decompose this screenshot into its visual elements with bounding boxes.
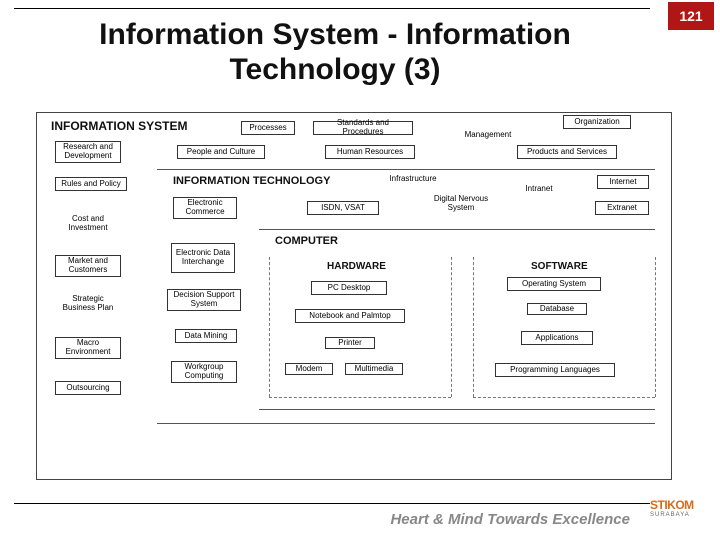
vdash-hw-left [269,257,270,397]
heading-is: INFORMATION SYSTEM [51,119,187,133]
box-printer: Printer [325,337,375,349]
box-notebook: Notebook and Palmtop [295,309,405,323]
label-intranet: Intranet [509,183,569,195]
box-db: Database [527,303,587,315]
box-apps: Applications [521,331,593,345]
box-outsourcing: Outsourcing [55,381,121,395]
label-cost: Cost and Investment [55,215,121,233]
hdash-hw-bot [269,397,451,398]
box-dss: Decision Support System [167,289,241,311]
heading-hw: HARDWARE [327,261,386,272]
vdash-sw-right [655,257,656,397]
top-rule [14,8,650,9]
box-market: Market and Customers [55,255,121,277]
vdash-sw-left [473,257,474,397]
box-isdn: ISDN, VSAT [307,201,379,215]
vdash-hw-right [451,257,452,397]
logo: STIKOM SURABAYA [650,498,708,528]
logo-top: STIKOM [650,498,708,512]
heading-comp: COMPUTER [275,235,338,247]
title-line2: Technology (3) [229,53,440,86]
box-ecommerce: Electronic Commerce [173,197,237,219]
label-management: Management [453,131,523,140]
box-internet: Internet [597,175,649,189]
footer: Heart & Mind Towards Excellence STIKOM S… [0,506,720,530]
box-extranet: Extranet [595,201,649,215]
rule-comp-top [259,229,655,230]
logo-bottom: SURABAYA [650,512,708,518]
label-plan: Strategic Business Plan [55,295,121,313]
box-macro: Macro Environment [55,337,121,359]
slide-number-badge: 121 [668,2,714,30]
box-hr: Human Resources [325,145,415,159]
box-edi: Electronic Data Interchange [171,243,235,273]
title-line1: Information System - Information [99,18,571,51]
label-infra: Infrastructure [375,175,451,184]
label-dns: Digital Nervous System [423,195,499,213]
bottom-rule [14,503,650,504]
box-rules: Rules and Policy [55,177,127,191]
rule-it-bot [157,423,655,424]
box-mining: Data Mining [175,329,237,343]
slide-title: Information System - Information Technol… [40,18,630,87]
box-standards: Standards and Procedures [313,121,413,135]
heading-it: INFORMATION TECHNOLOGY [173,175,330,187]
box-pc: PC Desktop [311,281,387,295]
box-multimedia: Multimedia [345,363,403,375]
box-processes: Processes [241,121,295,135]
box-os: Operating System [507,277,601,291]
hdash-sw-bot [473,397,655,398]
box-organization: Organization [563,115,631,129]
diagram-container: INFORMATION SYSTEM Processes Standards a… [36,112,672,480]
box-lang: Programming Languages [495,363,615,377]
rule-comp-bot [259,409,655,410]
box-people: People and Culture [177,145,265,159]
box-workgroup: Workgroup Computing [171,361,237,383]
box-rnd: Research and Development [55,141,121,163]
heading-sw: SOFTWARE [531,261,588,272]
footer-text: Heart & Mind Towards Excellence [390,511,630,528]
box-products: Products and Services [517,145,617,159]
rule-it-top [157,169,655,170]
box-modem: Modem [285,363,333,375]
